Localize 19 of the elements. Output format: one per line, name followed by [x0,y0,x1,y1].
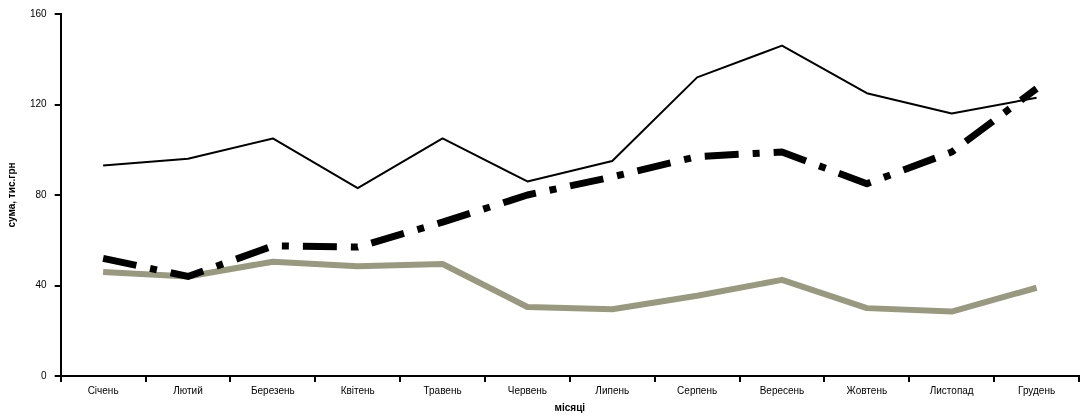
x-tick-label: Серпень [677,384,718,396]
x-tick-label: Листопад [929,384,974,396]
y-tick-label: 40 [35,279,48,291]
y-tick-label: 80 [35,188,48,200]
x-tick-label: Грудень [1018,384,1056,396]
x-tick-label: Січень [87,384,119,396]
y-axis-title: сума, тис.грн [5,162,17,228]
y-tick-label: 0 [41,369,48,381]
x-tick-label: Лютий [173,384,203,396]
x-tick-label: Вересень [759,384,805,396]
x-tick-label: Травень [423,384,462,396]
x-tick-label: Квітень [340,384,375,396]
x-tick-label: Березень [250,384,295,396]
x-tick-label: Червень [507,384,548,396]
x-tick-label: Жовтень [846,384,888,396]
x-tick-label: Липень [595,384,630,396]
x-axis-title: місяці [554,401,586,413]
y-tick-label: 120 [30,98,48,110]
y-tick-label: 160 [30,7,48,19]
